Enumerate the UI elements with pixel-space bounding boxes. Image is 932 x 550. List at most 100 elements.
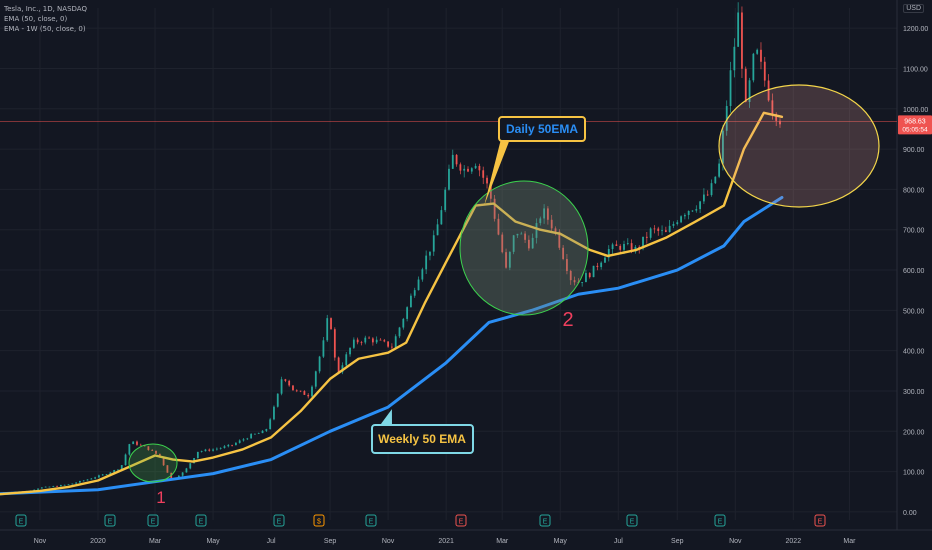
candle-body <box>375 339 378 343</box>
candle-body <box>79 480 81 483</box>
candle-body <box>238 440 241 443</box>
candle-body <box>474 165 477 169</box>
candle-body <box>562 247 565 260</box>
candle-body <box>741 12 743 69</box>
y-tick-label: 100.00 <box>903 470 925 477</box>
candle-body <box>75 482 77 484</box>
candle-body <box>410 295 412 308</box>
candle-body <box>451 154 454 169</box>
candle-body <box>687 211 690 215</box>
candle-body <box>189 463 192 469</box>
candle-body <box>760 49 762 62</box>
x-tick-label: 2021 <box>438 538 454 545</box>
candle-body <box>493 198 496 219</box>
x-tick-label: Sep <box>324 538 337 545</box>
candle-body <box>653 228 656 230</box>
candle-body <box>307 394 310 397</box>
candle-body <box>235 442 237 446</box>
candle-body <box>512 235 515 252</box>
candle-body <box>775 113 778 121</box>
x-tick-label: Sep <box>671 538 684 545</box>
candle-body <box>387 341 389 347</box>
x-tick-label: 2022 <box>786 538 802 545</box>
candle-body <box>459 164 462 171</box>
callout-weekly-text: Weekly 50 EMA <box>378 432 466 446</box>
candle-body <box>703 194 705 202</box>
y-tick-label: 600.00 <box>903 268 925 275</box>
candle-body <box>649 228 652 238</box>
event-marker <box>15 514 27 527</box>
candle-body <box>185 468 188 473</box>
candle-body <box>67 484 70 486</box>
event-marker-label: E <box>369 519 374 526</box>
candle-body <box>600 262 603 268</box>
candle-body <box>527 239 530 249</box>
candle-body <box>181 472 184 476</box>
candle-body <box>733 46 736 71</box>
currency-label[interactable]: USD <box>903 4 924 13</box>
candle-body <box>299 390 302 392</box>
y-tick-label: 0.00 <box>903 510 917 517</box>
candle-body <box>204 449 207 452</box>
candle-body <box>725 106 728 131</box>
candle-body <box>166 465 169 473</box>
candle-body <box>535 223 538 238</box>
candle-body <box>508 251 511 268</box>
candle-body <box>425 255 428 270</box>
candle-body <box>391 346 393 348</box>
candle-body <box>136 441 138 445</box>
candle-body <box>470 168 473 172</box>
candle-body <box>177 475 180 478</box>
candle-body <box>547 208 549 220</box>
y-tick-label: 500.00 <box>903 308 925 315</box>
event-marker-label: E <box>199 519 204 526</box>
candle-body <box>668 225 671 232</box>
candle-body <box>577 282 580 284</box>
y-tick-label: 1000.00 <box>903 107 928 114</box>
candle-body <box>48 486 51 488</box>
candle-body <box>585 273 587 283</box>
candle-body <box>330 318 332 330</box>
candle-body <box>250 434 253 439</box>
candle-body <box>581 282 584 283</box>
candle-body <box>326 318 329 341</box>
candle-body <box>516 233 519 236</box>
callout-daily-box <box>498 116 586 142</box>
y-tick-label: 400.00 <box>903 349 925 356</box>
candle-body <box>56 485 58 487</box>
x-tick-label: Mar <box>496 538 509 545</box>
price-tag-value: 968.63 <box>904 118 926 125</box>
candle-body <box>208 449 211 451</box>
candle-body <box>215 448 218 450</box>
event-marker-label: E <box>718 519 723 526</box>
candle-body <box>113 470 116 473</box>
y-tick-label: 300.00 <box>903 389 925 396</box>
candle-body <box>288 380 291 386</box>
candle-body <box>497 218 500 235</box>
candle-body <box>664 230 667 232</box>
candle-body <box>642 236 644 249</box>
candle-body <box>619 245 622 250</box>
candle-body <box>322 340 325 357</box>
candle-body <box>398 327 401 337</box>
candle-body <box>109 472 112 475</box>
candle-body <box>368 337 370 339</box>
candle-body <box>611 244 614 250</box>
daily-ema-line <box>0 111 784 496</box>
candle-body <box>132 441 135 445</box>
highlight-circle-3 <box>718 84 880 208</box>
candle-body <box>37 488 39 490</box>
y-tick-label: 1100.00 <box>903 66 928 73</box>
candle-body <box>429 251 431 256</box>
candle-body <box>478 165 481 171</box>
candle-body <box>71 483 74 485</box>
candle-body <box>718 163 721 177</box>
candle-body <box>626 243 629 244</box>
candle-body <box>566 259 568 271</box>
candle-body <box>227 444 230 447</box>
candle-body <box>383 340 386 342</box>
candle-body <box>421 269 424 280</box>
candle-body <box>588 273 591 278</box>
candle-body <box>482 170 485 178</box>
